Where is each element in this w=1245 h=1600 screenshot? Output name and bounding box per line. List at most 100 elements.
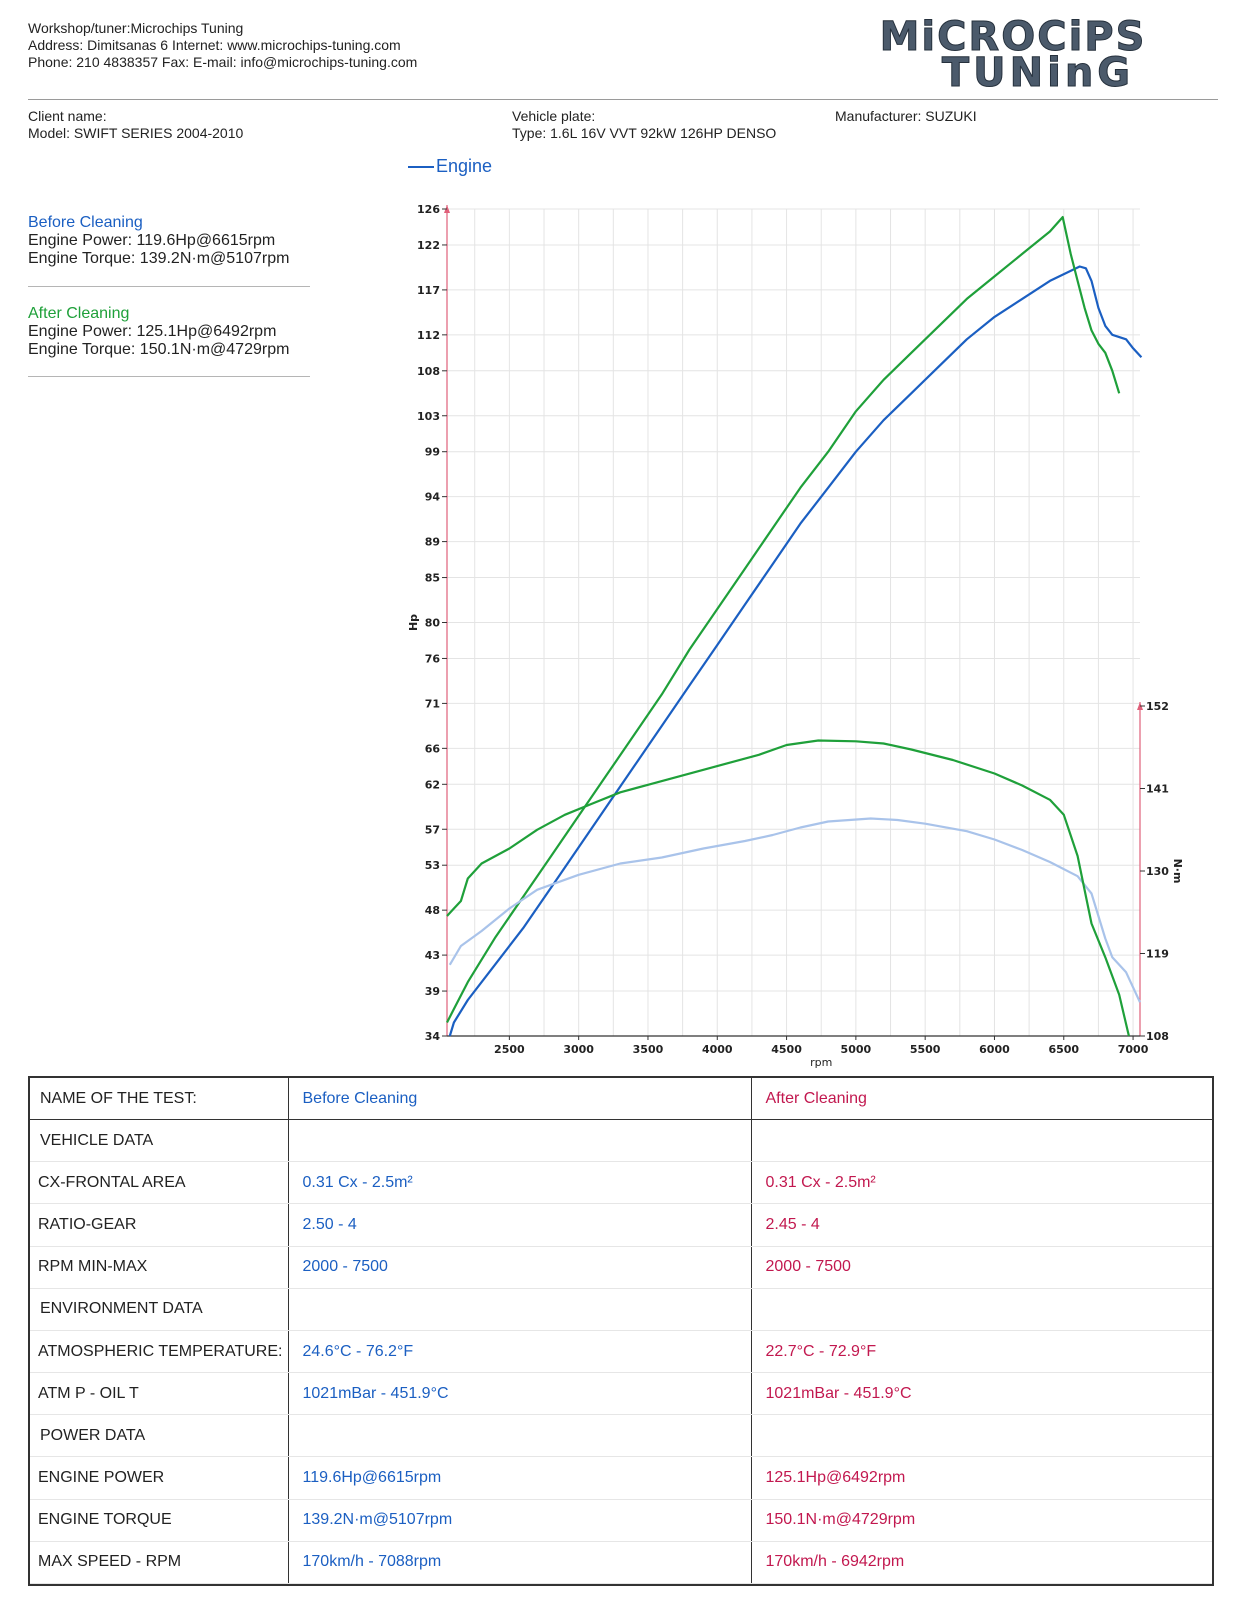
row-after-value	[751, 1288, 1212, 1331]
y2-tick-label: 119	[1146, 948, 1169, 961]
row-before-value	[288, 1119, 752, 1163]
row-before-value: 2000 - 7500	[288, 1246, 752, 1289]
section-row: VEHICLE DATA	[30, 1119, 1212, 1163]
row-after-value: 150.1N·m@4729rpm	[751, 1499, 1212, 1542]
manufacturer-info: Manufacturer: SUZUKI	[835, 108, 977, 125]
y-tick-label: 85	[425, 572, 440, 585]
client-info: Client name: Model: SWIFT SERIES 2004-20…	[28, 108, 243, 142]
workshop-info: Workshop/tuner:Microchips Tuning Address…	[28, 20, 417, 71]
series-torque-after	[446, 739, 1130, 1037]
row-label: ATMOSPHERIC TEMPERATURE:	[30, 1330, 289, 1374]
y-tick-label: 71	[425, 697, 440, 710]
row-label: ENGINE POWER	[30, 1456, 289, 1500]
client-name: Client name:	[28, 108, 107, 124]
row-label: ENGINE TORQUE	[30, 1499, 289, 1542]
x-tick-label: 4500	[771, 1043, 802, 1056]
y-tick-label: 43	[425, 949, 440, 962]
table-row: CX-FRONTAL AREA 0.31 Cx - 2.5m² 0.31 Cx - …	[30, 1161, 1212, 1205]
y-tick-label: 122	[417, 239, 440, 252]
x-tick-label: 6500	[1048, 1043, 1079, 1056]
chart-legend: Engine	[408, 156, 492, 177]
summary-after: After Cleaning Engine Power: 125.1Hp@649…	[28, 305, 289, 359]
table-row: RATIO-GEAR 2.50 - 4 2.45 - 4	[30, 1203, 1212, 1247]
y2-tick-label: 152	[1146, 700, 1169, 713]
workshop-contact: Phone: 210 4838357 Fax: E-mail: info@mic…	[28, 54, 418, 70]
row-label: ATM P - OIL T	[30, 1372, 289, 1416]
row-after-value	[751, 1119, 1212, 1163]
series-power-after	[446, 216, 1121, 1024]
row-before-value: 2.50 - 4	[288, 1203, 752, 1247]
vehicle-type: Type: 1.6L 16V VVT 92kW 126HP DENSO	[512, 125, 777, 141]
row-after-value	[751, 1414, 1212, 1458]
header-test-name: NAME OF THE TEST:	[30, 1078, 289, 1121]
row-before-value	[288, 1288, 752, 1331]
x-tick-label: 5500	[910, 1043, 941, 1056]
row-before-value: 139.2N·m@5107rpm	[288, 1499, 752, 1542]
y2-tick-label: 108	[1146, 1030, 1169, 1043]
table-row: ATM P - OIL T 1021mBar - 451.9°C 1021mBar …	[30, 1372, 1212, 1416]
y-tick-label: 117	[417, 284, 440, 297]
y2-tick-label: 141	[1146, 783, 1169, 796]
row-label: CX-FRONTAL AREA	[30, 1161, 289, 1205]
y-tick-label: 53	[425, 859, 440, 872]
row-before-value: 24.6°C - 76.2°F	[288, 1330, 752, 1374]
table-row: RPM MIN-MAX 2000 - 7500 2000 - 7500	[30, 1246, 1212, 1289]
row-before-value: 119.6Hp@6615rpm	[288, 1456, 752, 1500]
summary-divider-2	[28, 376, 310, 377]
header-before: Before Cleaning	[288, 1078, 752, 1121]
x-tick-label: 7000	[1118, 1043, 1149, 1056]
y2-axis-label: N·m	[1171, 859, 1184, 884]
logo-line-2: TUNinG	[942, 50, 1134, 90]
row-label: POWER DATA	[30, 1414, 289, 1458]
row-before-value: 0.31 Cx - 2.5m²	[288, 1161, 752, 1205]
header-after: After Cleaning	[751, 1078, 1212, 1121]
section-row: ENVIRONMENT DATA	[30, 1288, 1212, 1331]
workshop-name: Workshop/tuner:Microchips Tuning	[28, 20, 244, 36]
x-tick-label: 3500	[633, 1043, 664, 1056]
summary-after-torque: Engine Torque: 150.1N·m@4729rpm	[28, 341, 290, 358]
y-tick-label: 80	[425, 617, 441, 630]
summary-before-power: Engine Power: 119.6Hp@6615rpm	[28, 232, 276, 249]
legend-label: Engine	[436, 156, 493, 176]
y-tick-label: 62	[425, 778, 440, 791]
y-tick-label: 103	[417, 410, 440, 423]
summary-before: Before Cleaning Engine Power: 119.6Hp@66…	[28, 214, 289, 268]
y-tick-label: 126	[417, 203, 440, 216]
row-after-value: 2.45 - 4	[751, 1203, 1212, 1247]
row-after-value: 22.7°C - 72.9°F	[751, 1330, 1212, 1374]
summary-after-power: Engine Power: 125.1Hp@6492rpm	[28, 323, 277, 340]
row-label: VEHICLE DATA	[30, 1119, 289, 1163]
x-tick-label: 3000	[563, 1043, 594, 1056]
vehicle-model: Model: SWIFT SERIES 2004-2010	[28, 125, 244, 141]
y-axis-label: Hp	[407, 614, 420, 631]
y2-tick-label: 130	[1146, 865, 1169, 878]
legend-swatch	[408, 166, 434, 169]
logo-line-1: MiCROCiPS	[880, 18, 1147, 60]
row-after-value: 0.31 Cx - 2.5m²	[751, 1161, 1212, 1205]
y-tick-label: 99	[425, 446, 440, 459]
header-divider	[28, 99, 1218, 100]
series-torque-before	[448, 817, 1141, 1003]
y-tick-label: 89	[425, 536, 440, 549]
summary-before-torque: Engine Torque: 139.2N·m@5107rpm	[28, 250, 290, 267]
row-after-value: 125.1Hp@6492rpm	[751, 1456, 1212, 1500]
x-tick-label: 5000	[841, 1043, 872, 1056]
vehicle-manufacturer: Manufacturer: SUZUKI	[835, 108, 977, 124]
row-after-value: 2000 - 7500	[751, 1246, 1212, 1289]
summary-after-title: After Cleaning	[28, 305, 130, 322]
y-tick-label: 57	[425, 823, 440, 836]
x-tick-label: 2500	[494, 1043, 525, 1056]
section-row: POWER DATA	[30, 1414, 1212, 1458]
series-power-before	[448, 265, 1143, 1037]
y-tick-label: 39	[425, 985, 440, 998]
y-tick-label: 108	[417, 365, 440, 378]
summary-divider-1	[28, 286, 310, 287]
row-label: RPM MIN-MAX	[30, 1246, 289, 1289]
y-tick-label: 76	[425, 652, 441, 665]
row-after-value: 1021mBar - 451.9°C	[751, 1372, 1212, 1416]
x-tick-label: 4000	[702, 1043, 733, 1056]
x-tick-label: 6000	[979, 1043, 1010, 1056]
y-tick-label: 34	[425, 1030, 441, 1043]
workshop-address: Address: Dimitsanas 6 Internet: www.micr…	[28, 37, 401, 53]
y-tick-label: 66	[425, 742, 441, 755]
